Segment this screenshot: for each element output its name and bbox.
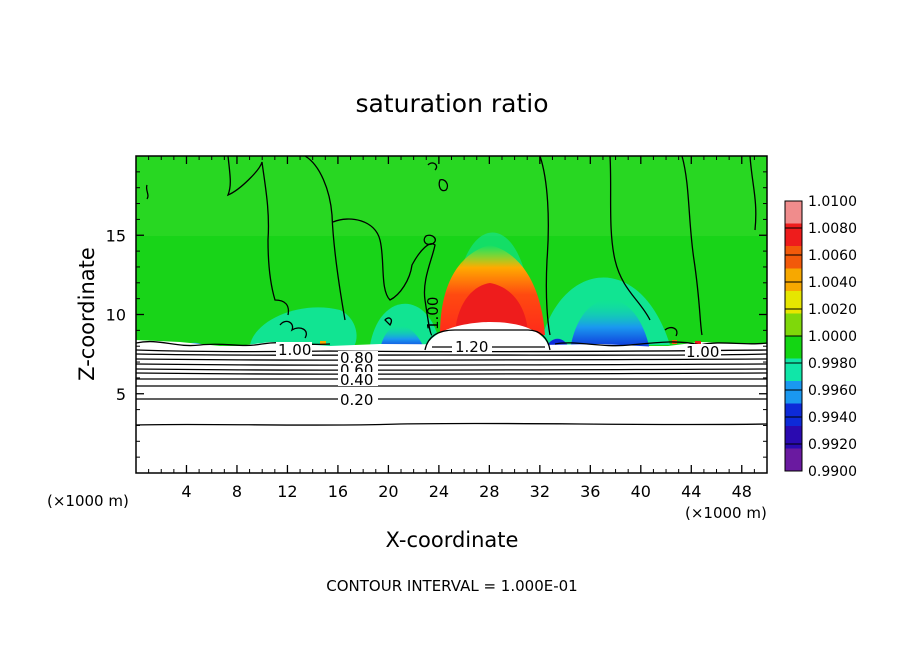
colorbar-label: 0.9920 — [808, 437, 857, 453]
colorbar-swatch — [785, 336, 802, 359]
y-tick-label: 10 — [106, 306, 126, 325]
contour-label: 0.40 — [340, 371, 373, 389]
colorbar-swatch — [785, 201, 802, 224]
contour-line — [427, 162, 438, 171]
contour-line — [136, 422, 767, 426]
supersaturation-core — [455, 283, 528, 332]
contour-line — [554, 341, 767, 347]
colorbar-label: 1.0060 — [808, 248, 857, 264]
x-tick-label: 8 — [232, 482, 242, 501]
blue-patch — [570, 299, 650, 350]
contour-label-bg — [338, 372, 378, 386]
contour-line — [332, 218, 436, 336]
contour-lines — [136, 156, 767, 426]
y-tick-label: 5 — [116, 385, 126, 404]
contour-line — [136, 363, 767, 366]
contour-line — [664, 326, 678, 337]
contour-line — [226, 156, 290, 316]
minor-ticks — [136, 156, 767, 473]
x-unit-label-left: (×1000 m) — [47, 492, 129, 510]
contour-line — [423, 234, 436, 246]
colorbar-swatch — [785, 381, 802, 404]
x-tick-label: 20 — [378, 482, 398, 501]
x-axis-label: X-coordinate — [386, 528, 519, 552]
colorbar-label: 1.0100 — [808, 194, 857, 210]
contour-line — [438, 179, 449, 192]
colorbar-label: 1.0040 — [808, 275, 857, 291]
contour-line — [749, 156, 757, 231]
lower-region — [136, 350, 767, 473]
colorbar-swatch — [785, 358, 802, 382]
contour-line — [145, 184, 149, 200]
colorbar-swatch — [785, 448, 802, 472]
contour-label: 0.80 — [340, 349, 373, 367]
contour-line — [384, 317, 392, 327]
x-tick-label: 24 — [429, 482, 449, 501]
contour-label: 1.00 — [278, 341, 311, 359]
colorbar-swatch — [785, 426, 802, 449]
colorbar-swatch — [785, 223, 802, 247]
contour-label-group: 1.00 1.20 1.00 1.00 0.80 0.60 0.40 0.20 — [276, 297, 721, 409]
contour-label-bg — [338, 392, 378, 406]
x-tick-label: 40 — [631, 482, 651, 501]
x-tick-label: 16 — [328, 482, 348, 501]
colorbar-label: 0.9980 — [808, 356, 857, 372]
x-tick-label: 12 — [277, 482, 297, 501]
contour-label-bg — [685, 344, 721, 358]
contour-interval-note: CONTOUR INTERVAL = 1.000E-01 — [326, 577, 577, 595]
x-tick-label: 48 — [732, 482, 752, 501]
colorbar-label: 0.9940 — [808, 410, 857, 426]
x-tick-label: 32 — [530, 482, 550, 501]
contour-line — [304, 156, 346, 321]
x-tick-label: 44 — [681, 482, 701, 501]
colorbar-swatch — [785, 313, 802, 337]
contour-line — [424, 329, 551, 351]
contour-label-bg — [276, 342, 312, 356]
upper-green-tint — [136, 156, 767, 236]
speck — [695, 341, 701, 345]
colorbar-label: 0.9960 — [808, 383, 857, 399]
colorbar: 1.0100 1.0080 1.0060 1.0040 1.0020 1.0000 0.99… — [784, 194, 857, 480]
colorbar-label: 0.9900 — [808, 464, 857, 480]
contour-line — [279, 320, 307, 339]
contour-line — [136, 368, 767, 371]
y-axis: 5 10 15 — [106, 226, 767, 404]
y-axis-label: Z-coordinate — [75, 247, 99, 381]
contour-line — [539, 156, 551, 336]
x-tick-label: 4 — [181, 482, 191, 501]
plot-area: 1.00 1.20 1.00 1.00 0.80 0.60 0.40 0.20 — [136, 156, 767, 473]
contour-line — [136, 398, 767, 400]
contour-label: 1.00 — [424, 297, 442, 330]
colorbar-label: 1.0080 — [808, 221, 857, 237]
contour-label-bg — [452, 339, 492, 353]
speck — [320, 341, 326, 345]
contour-line — [136, 353, 767, 356]
colorbar-swatch — [785, 291, 802, 314]
contour-label-bg — [338, 351, 378, 364]
x-tick-label: 36 — [580, 482, 600, 501]
contour-label: 0.20 — [340, 391, 373, 409]
colorbar-swatch — [785, 246, 802, 269]
x-unit-label-right: (×1000 m) — [685, 504, 767, 522]
blue-patch — [380, 325, 425, 350]
contour-label: 1.00 — [686, 343, 719, 361]
x-axis: 4 8 12 16 20 24 28 32 36 40 44 48 — [181, 156, 752, 501]
contour-line — [136, 372, 767, 375]
colorbar-swatch — [785, 403, 802, 427]
contour-line — [136, 358, 767, 361]
contour-label: 1.20 — [455, 338, 488, 356]
colorbar-label: 1.0000 — [808, 329, 857, 345]
contour-line — [609, 156, 651, 321]
y-tick-label: 15 — [106, 226, 126, 245]
contour-line — [681, 156, 703, 336]
colorbar-label: 1.0020 — [808, 302, 857, 318]
colorbar-swatch — [785, 268, 802, 292]
x-tick-label: 28 — [479, 482, 499, 501]
chart-title: saturation ratio — [355, 89, 548, 118]
